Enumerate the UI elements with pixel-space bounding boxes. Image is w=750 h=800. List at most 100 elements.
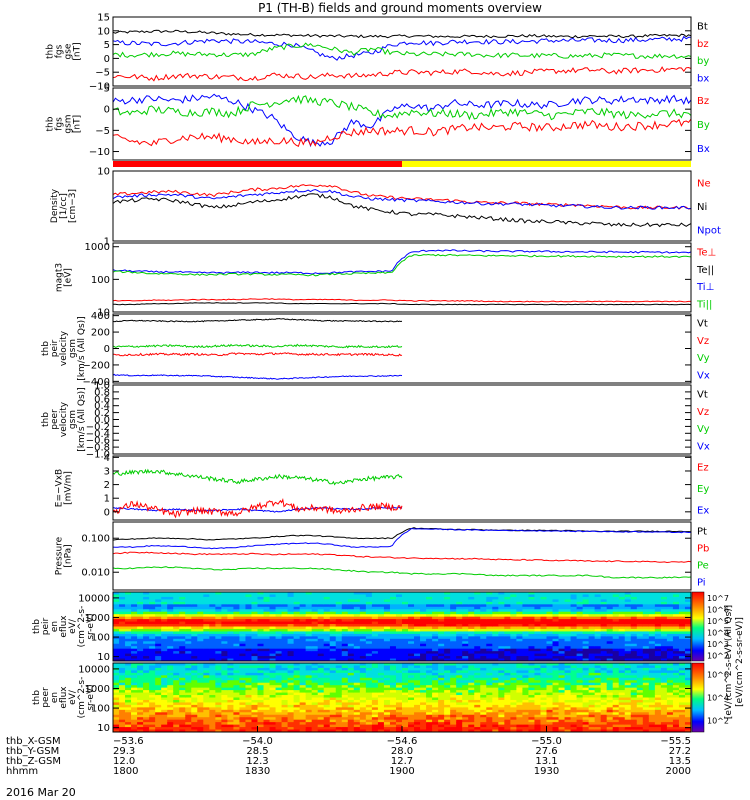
heat-cell	[377, 596, 385, 600]
heat-cell	[257, 692, 265, 696]
heat-cell	[359, 702, 367, 706]
heat-cell	[287, 653, 295, 657]
heat-cell	[456, 631, 463, 635]
heat-cell	[329, 690, 337, 694]
heat-cell	[143, 624, 150, 628]
heat-cell	[468, 677, 475, 681]
heat-cell	[131, 596, 138, 600]
heat-cell	[522, 604, 530, 608]
heat-cell	[323, 697, 331, 701]
heat-cell	[329, 624, 337, 628]
heat-cell	[287, 670, 295, 674]
heat-cell	[642, 636, 650, 640]
heat-cell	[131, 709, 138, 713]
heat-cell	[155, 616, 162, 620]
heat-cell	[257, 665, 265, 669]
heat-cell	[480, 663, 487, 667]
region-segment-0	[113, 161, 402, 167]
heat-cell	[450, 722, 457, 726]
heat-cell	[480, 704, 487, 708]
heat-cell	[275, 614, 283, 618]
y-tick-label: 0	[104, 344, 110, 355]
heat-cell	[480, 594, 487, 598]
heat-cell	[359, 651, 367, 655]
heat-cell	[486, 633, 493, 637]
heat-cell	[570, 633, 578, 637]
heat-cell	[359, 616, 367, 620]
heat-cell	[257, 658, 265, 661]
heat-cell	[450, 682, 457, 686]
heat-cell	[498, 724, 505, 728]
heat-cell	[546, 636, 554, 640]
heat-cell	[335, 653, 343, 657]
heat-cell	[347, 653, 355, 657]
heat-cell	[353, 626, 361, 630]
heat-cell	[504, 687, 511, 691]
heat-cell	[287, 680, 295, 684]
heat-cell	[516, 690, 524, 694]
heat-cell	[600, 624, 608, 628]
heat-cell	[678, 643, 686, 647]
heat-cell	[119, 611, 126, 615]
heat-cell	[438, 592, 445, 596]
heat-cell	[299, 651, 307, 655]
heat-cell	[197, 709, 204, 713]
heat-cell	[299, 606, 307, 610]
heat-cell	[287, 677, 295, 681]
heat-cell	[522, 638, 530, 642]
heat-cell	[600, 604, 608, 608]
heat-cell	[149, 712, 156, 716]
heat-cell	[582, 633, 590, 637]
heat-cell	[323, 663, 331, 667]
heat-cell	[203, 619, 210, 623]
heat-cell	[275, 722, 283, 726]
heat-cell	[155, 599, 162, 603]
heat-cell	[269, 631, 277, 635]
heat-cell	[462, 729, 469, 732]
heat-cell	[522, 624, 530, 628]
heat-cell	[251, 697, 259, 701]
heat-cell	[420, 609, 427, 613]
heat-cell	[552, 648, 560, 652]
heat-cell	[576, 626, 584, 630]
heat-cell	[642, 643, 650, 647]
heat-cell	[227, 665, 235, 669]
heat-cell	[456, 624, 463, 628]
heat-cell	[618, 651, 626, 655]
heat-cell	[239, 653, 247, 657]
heat-cell	[137, 614, 144, 618]
heat-cell	[612, 658, 620, 661]
heat-cell	[203, 604, 210, 608]
heat-cell	[462, 653, 469, 657]
heat-cell	[113, 717, 120, 721]
heat-cell	[323, 609, 331, 613]
heat-cell	[564, 641, 572, 645]
y-tick-label: 3	[104, 466, 110, 477]
heat-cell	[594, 604, 602, 608]
heat-cell	[317, 699, 325, 704]
heat-cell	[684, 626, 691, 630]
heat-cell	[233, 624, 241, 628]
heat-cell	[438, 621, 445, 625]
heat-cell	[389, 712, 397, 716]
heat-cell	[528, 672, 536, 676]
heat-cell	[335, 692, 343, 696]
heat-cell	[522, 729, 530, 732]
heat-cell	[233, 714, 241, 718]
heat-cell	[510, 697, 517, 701]
heat-cell	[215, 611, 222, 615]
heat-cell	[209, 695, 216, 699]
heat-cell	[582, 646, 590, 650]
heat-cell	[245, 653, 253, 657]
heat-cell	[251, 699, 259, 704]
heat-cell	[504, 648, 511, 652]
heat-cell	[648, 606, 656, 610]
heat-cell	[468, 707, 475, 711]
heat-cell	[456, 687, 463, 691]
heat-cell	[642, 599, 650, 603]
heat-cell	[143, 680, 150, 684]
heat-cell	[251, 712, 259, 716]
heat-cell	[323, 628, 331, 633]
heat-cell	[438, 665, 445, 669]
heat-cell	[474, 604, 481, 608]
